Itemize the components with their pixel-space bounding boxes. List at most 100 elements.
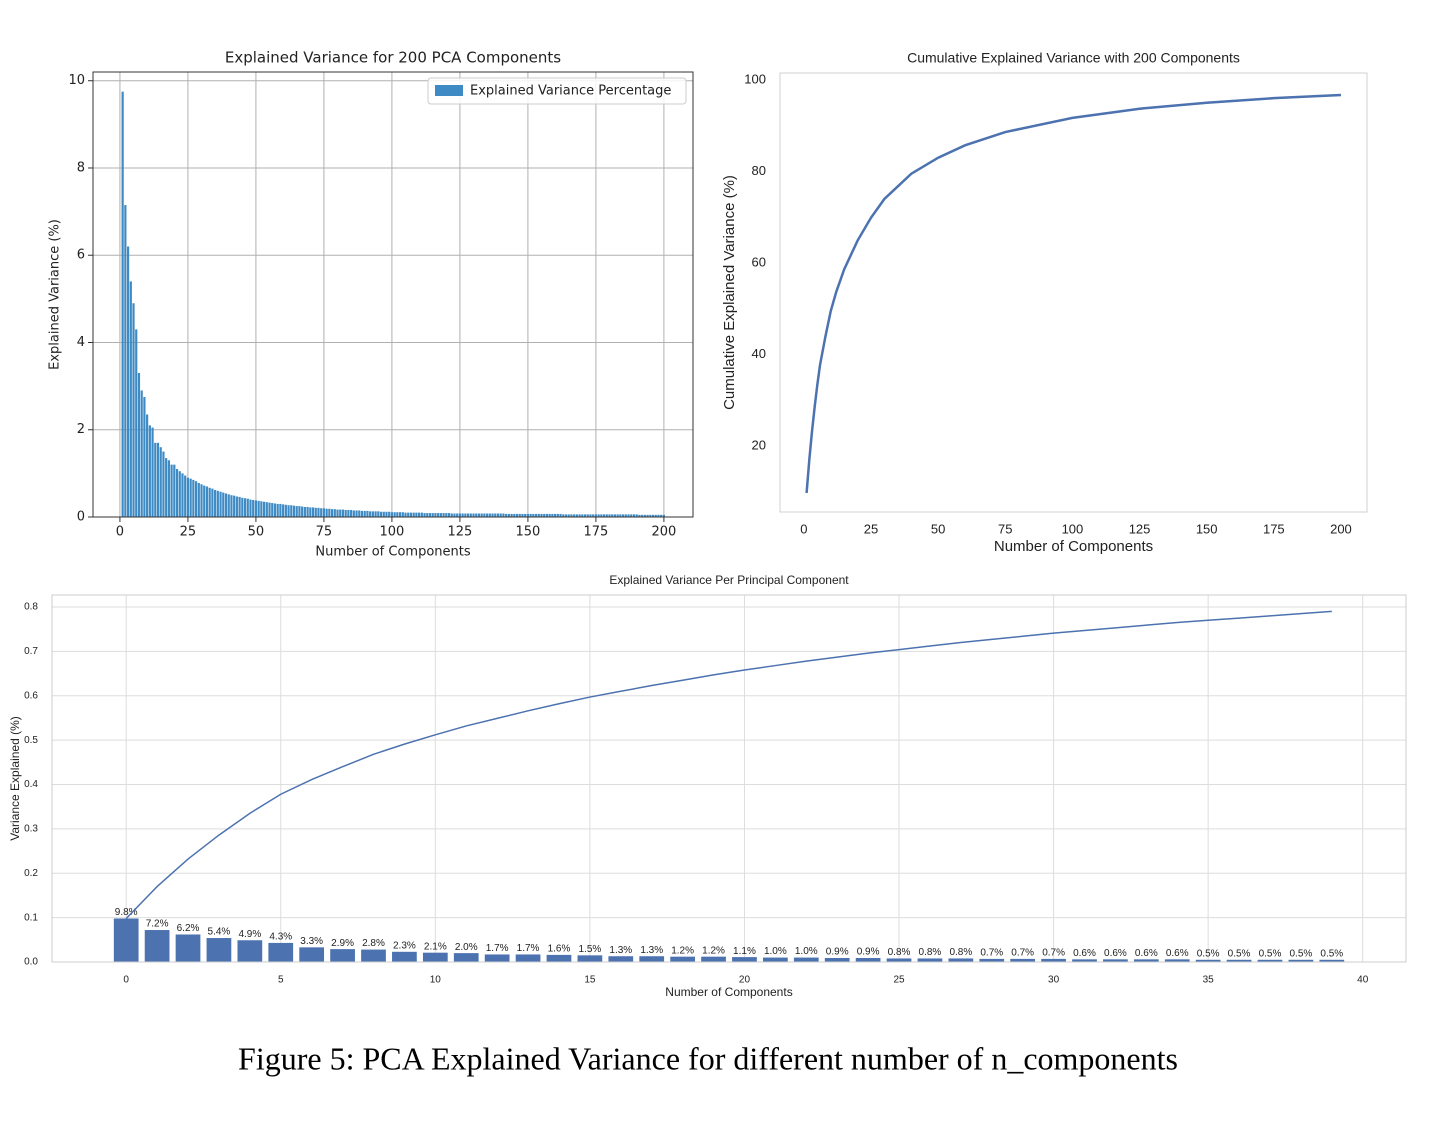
bar (464, 513, 467, 517)
bar-value-label: 1.1% (733, 946, 756, 957)
x-tick-label: 0 (123, 975, 129, 986)
bar (494, 513, 497, 517)
bar (589, 514, 592, 517)
bar (461, 513, 464, 517)
x-tick-label: 40 (1357, 975, 1369, 986)
bar (238, 496, 241, 517)
bar (624, 514, 627, 517)
bar (537, 513, 540, 517)
plot-frame (51, 594, 1407, 963)
bar (546, 954, 572, 962)
bar (156, 442, 160, 517)
chart: 0 25 50 75 100 125 150 175 200 20 40 60 80 100 Cumulat… (721, 50, 1368, 555)
y-tick-label: 0.2 (24, 868, 38, 879)
bar-value-label: 9.8% (115, 907, 138, 918)
x-tick-label: 150 (1196, 521, 1218, 536)
bar (646, 514, 649, 517)
bar (418, 512, 421, 517)
bar-value-label: 2.3% (393, 940, 416, 951)
bar (146, 414, 149, 517)
bar (507, 513, 510, 517)
bar (219, 491, 222, 517)
bar-value-label: 3.3% (300, 936, 323, 947)
bar (366, 510, 369, 517)
bar (159, 447, 162, 517)
chart-title: Cumulative Explained Variance with 200 C… (907, 50, 1240, 66)
bar (575, 514, 578, 517)
bar (1133, 959, 1159, 962)
legend-swatch (435, 85, 463, 96)
bar (167, 460, 170, 517)
x-tick-label: 175 (1263, 521, 1285, 536)
y-tick-label: 0.4 (24, 779, 38, 790)
y-tick-label: 0 (77, 510, 85, 525)
bar (260, 501, 263, 517)
y-tick-label: 0.1 (24, 912, 38, 923)
bar (453, 953, 479, 962)
bar (420, 512, 423, 517)
bar (401, 512, 404, 517)
bar (175, 469, 179, 517)
bar (619, 514, 622, 517)
bar (320, 508, 323, 517)
bar (363, 510, 366, 517)
bar (1041, 958, 1066, 962)
bar (534, 513, 538, 517)
bar (268, 942, 294, 962)
bar-value-label: 1.2% (702, 945, 725, 956)
bar (227, 494, 230, 517)
bar (224, 493, 228, 517)
bar (515, 513, 519, 517)
bar (339, 509, 342, 517)
y-tick-label: 4 (77, 335, 85, 350)
x-tick-label: 0 (116, 525, 124, 540)
bar (458, 513, 461, 517)
bar (361, 949, 386, 962)
y-tick-label: 10 (68, 73, 85, 88)
bar (287, 505, 290, 517)
bar (472, 513, 475, 517)
bar-value-label: 0.8% (888, 947, 911, 958)
y-tick-label: 80 (752, 163, 766, 178)
line (805, 93, 1342, 494)
bar (611, 514, 614, 517)
x-tick-label: 0 (800, 521, 807, 536)
x-tick-label: 15 (584, 975, 596, 986)
x-tick-label: 10 (430, 975, 442, 986)
bar (377, 511, 380, 517)
bar (638, 514, 641, 517)
bar (355, 510, 358, 517)
bar (144, 930, 170, 962)
bar (415, 512, 418, 517)
bar (358, 510, 361, 517)
bar (246, 498, 249, 517)
y-tick-label: 0.8 (24, 602, 38, 613)
y-axis-label: Explained Variance (%) (48, 219, 63, 370)
bar (132, 303, 135, 517)
bar (608, 956, 634, 962)
y-tick-label: 20 (752, 438, 766, 453)
bar-value-label: 2.9% (331, 938, 354, 949)
bar (290, 505, 293, 517)
bar (855, 958, 881, 962)
bar-value-label: 0.8% (919, 947, 942, 958)
bar (701, 956, 726, 962)
bar-value-label: 0.5% (1320, 948, 1343, 959)
bar (651, 514, 655, 517)
bar (570, 514, 573, 517)
bar (254, 500, 258, 517)
x-tick-label: 175 (583, 525, 608, 540)
x-tick-label: 200 (1330, 521, 1352, 536)
bar (409, 512, 413, 517)
bar-value-label: 1.0% (764, 946, 787, 957)
bar (249, 499, 252, 517)
bar (328, 508, 331, 517)
bar (581, 514, 584, 517)
bar (475, 513, 478, 517)
bar (230, 495, 233, 517)
bar (382, 511, 385, 517)
bar (592, 514, 595, 517)
bar (545, 513, 549, 517)
x-tick-label: 30 (1048, 975, 1060, 986)
line (125, 610, 1332, 920)
